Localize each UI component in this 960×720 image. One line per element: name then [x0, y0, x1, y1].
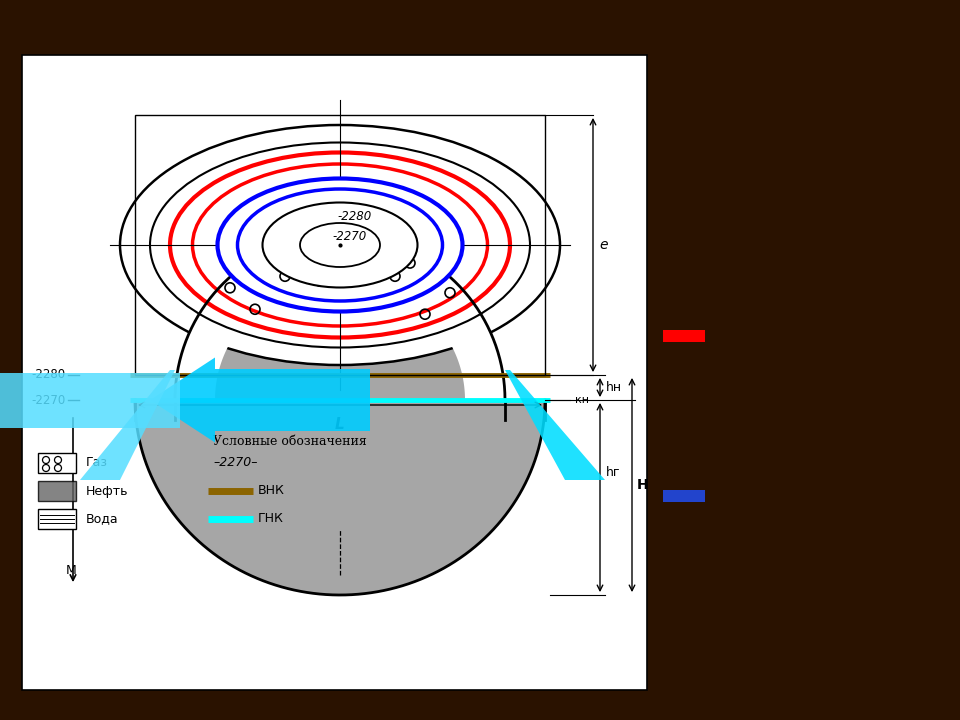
Text: e: e	[599, 238, 608, 252]
Text: Условные обозначения: Условные обозначения	[213, 435, 367, 448]
Text: -2270: -2270	[333, 230, 367, 243]
FancyArrow shape	[0, 372, 180, 428]
Ellipse shape	[300, 223, 380, 267]
Text: Нефть: Нефть	[86, 485, 129, 498]
Text: -2280: -2280	[32, 369, 66, 382]
Ellipse shape	[120, 125, 560, 365]
Bar	[38, 481, 76, 501]
Text: hг: hг	[606, 466, 620, 479]
Ellipse shape	[193, 164, 488, 326]
Ellipse shape	[237, 189, 443, 301]
Text: -2270: -2270	[32, 394, 66, 407]
Bar	[22, 55, 647, 690]
Text: М: М	[65, 564, 77, 577]
Polygon shape	[80, 370, 175, 480]
Text: кн: кн	[575, 395, 589, 405]
Bar	[38, 453, 76, 473]
Text: Вода: Вода	[86, 513, 119, 526]
Text: -2280: -2280	[338, 210, 372, 223]
Text: L: L	[335, 417, 345, 432]
Text: –2270–: –2270–	[213, 456, 257, 469]
Polygon shape	[175, 235, 505, 400]
Text: H: H	[637, 478, 649, 492]
Ellipse shape	[150, 143, 530, 348]
Text: ГНК: ГНК	[258, 513, 284, 526]
Bar	[135, 115, 545, 375]
Polygon shape	[135, 235, 545, 595]
Polygon shape	[505, 370, 605, 480]
Bar	[38, 509, 76, 529]
Ellipse shape	[218, 179, 463, 312]
Text: hн: hн	[606, 381, 622, 394]
Bar	[663, 490, 705, 502]
Bar	[663, 330, 705, 342]
Ellipse shape	[262, 202, 418, 287]
FancyArrow shape	[150, 358, 370, 443]
Ellipse shape	[170, 153, 510, 338]
Text: Газ: Газ	[86, 456, 108, 469]
Text: ВНК: ВНК	[258, 485, 285, 498]
